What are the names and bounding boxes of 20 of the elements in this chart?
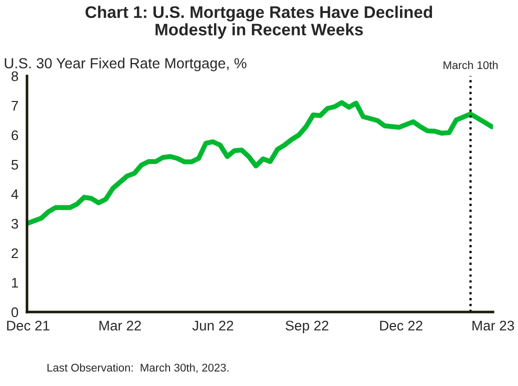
y-tick-label: 5 bbox=[12, 160, 18, 170]
text: Last Observation: March 30th, 2023. bbox=[48, 363, 228, 373]
x-tick-label: Sep 22 bbox=[286, 320, 328, 334]
x-tick-label: Mar 22 bbox=[100, 320, 141, 331]
line-series bbox=[27, 100, 493, 226]
y-tick-label: 4 bbox=[11, 189, 18, 200]
x-tick-label: Dec 22 bbox=[380, 320, 422, 331]
y-tick-label: 2 bbox=[12, 248, 18, 258]
y-tick-label: 3 bbox=[11, 218, 18, 229]
y-tick-label: 0 bbox=[11, 307, 18, 318]
x-tick-label: Dec 21 bbox=[7, 320, 50, 331]
y-tick-label: 7 bbox=[12, 100, 18, 111]
y-tick-label: 6 bbox=[12, 130, 18, 140]
x-tick-label: Mar 23 bbox=[472, 320, 514, 331]
y-axis-title: U.S. 30 Year Fixed Rate Mortgage, % bbox=[4, 58, 246, 72]
chart-title: Chart 1: U.S. Mortgage Rates Have Declined Modestly in Recent Weeks bbox=[86, 6, 432, 39]
y-tick-label: 8 bbox=[12, 71, 18, 82]
y-tick-label: 1 bbox=[12, 278, 18, 288]
ref-line-label: March 10th bbox=[444, 60, 498, 70]
x-tick-label: Jun 22 bbox=[192, 320, 234, 331]
